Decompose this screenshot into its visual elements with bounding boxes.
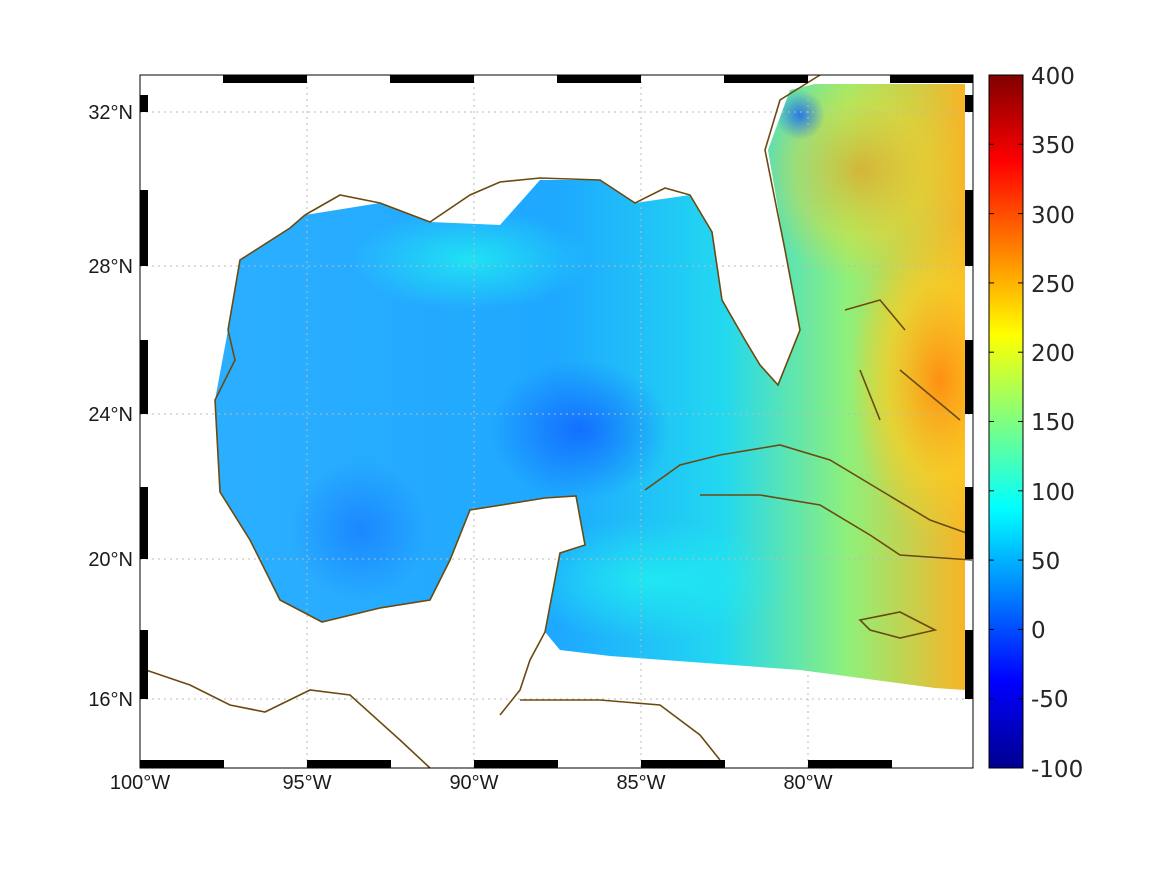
colorbar-label: -50 [1031, 687, 1069, 713]
colorbar-label: 200 [1031, 341, 1075, 367]
colorbar-label: 50 [1031, 549, 1060, 575]
lon-label: 90°W [449, 772, 498, 794]
colorbar-label: 400 [1031, 64, 1075, 90]
colorbar-label: -100 [1031, 757, 1083, 783]
colorbar-label: 150 [1031, 410, 1075, 436]
latitude-labels: 32°N 28°N 24°N 20°N 16°N [88, 102, 133, 711]
map-border [139, 74, 974, 769]
lat-label: 24°N [88, 404, 133, 426]
colorbar-label: 100 [1031, 480, 1075, 506]
colorbar-gradient [988, 74, 1024, 769]
colorbar-label: 250 [1031, 272, 1075, 298]
lon-label: 80°W [783, 772, 832, 794]
colorbar: 400 350 300 250 200 150 100 50 0 -50 -10… [988, 64, 1083, 783]
colorbar-label: 0 [1031, 618, 1046, 644]
lon-label: 95°W [282, 772, 331, 794]
lon-label: 85°W [616, 772, 665, 794]
lat-label: 32°N [88, 102, 133, 124]
lon-label: 100°W [110, 772, 170, 794]
longitude-labels: 100°W 95°W 90°W 85°W 80°W [110, 772, 833, 794]
coastlines [139, 74, 973, 769]
lat-label: 28°N [88, 256, 133, 278]
lat-label: 20°N [88, 549, 133, 571]
colorbar-label: 350 [1031, 133, 1075, 159]
gridlines [140, 75, 973, 768]
lat-label: 16°N [88, 689, 133, 711]
colorbar-label: 300 [1031, 203, 1075, 229]
